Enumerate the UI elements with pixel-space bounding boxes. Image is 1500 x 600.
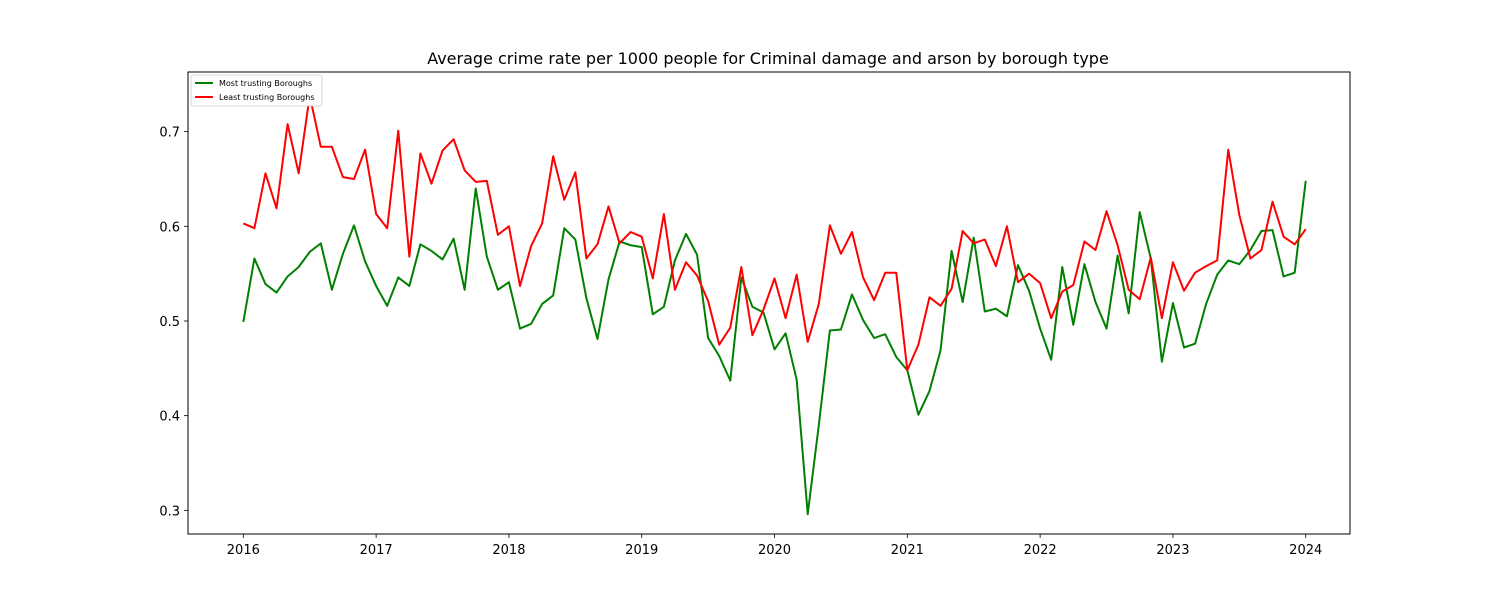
series-line-1 (242, 94, 1307, 372)
x-tick-label: 2017 (360, 543, 393, 558)
x-tick-label: 2024 (1289, 543, 1322, 558)
series-line-0 (242, 180, 1307, 516)
x-tick-label: 2022 (1024, 543, 1057, 558)
legend: Most trusting Boroughs Least trusting Bor… (190, 74, 323, 107)
y-tick-label: 0.4 (159, 410, 180, 425)
x-tick-label: 2021 (891, 543, 924, 558)
legend-label-1: Least trusting Boroughs (219, 93, 314, 102)
x-tick-label: 2020 (758, 543, 791, 558)
legend-box (190, 74, 323, 107)
y-tick-label: 0.7 (159, 126, 180, 141)
x-tick-label: 2016 (227, 543, 260, 558)
plot-frame (187, 71, 1351, 535)
x-tick-label: 2019 (625, 543, 658, 558)
x-tick-label: 2023 (1156, 543, 1189, 558)
legend-label-0: Most trusting Boroughs (219, 79, 312, 88)
y-tick-label: 0.6 (159, 220, 180, 235)
y-tick-label: 0.5 (159, 315, 180, 330)
x-tick-label: 2018 (492, 543, 525, 558)
chart-title: Average crime rate per 1000 people for C… (427, 49, 1109, 68)
y-tick-label: 0.3 (159, 504, 180, 519)
axis-ticks: 2016 2017 2018 2019 2020 2021 2022 2023 2024 0.3 0… (159, 126, 1322, 558)
series-lines (242, 94, 1307, 516)
